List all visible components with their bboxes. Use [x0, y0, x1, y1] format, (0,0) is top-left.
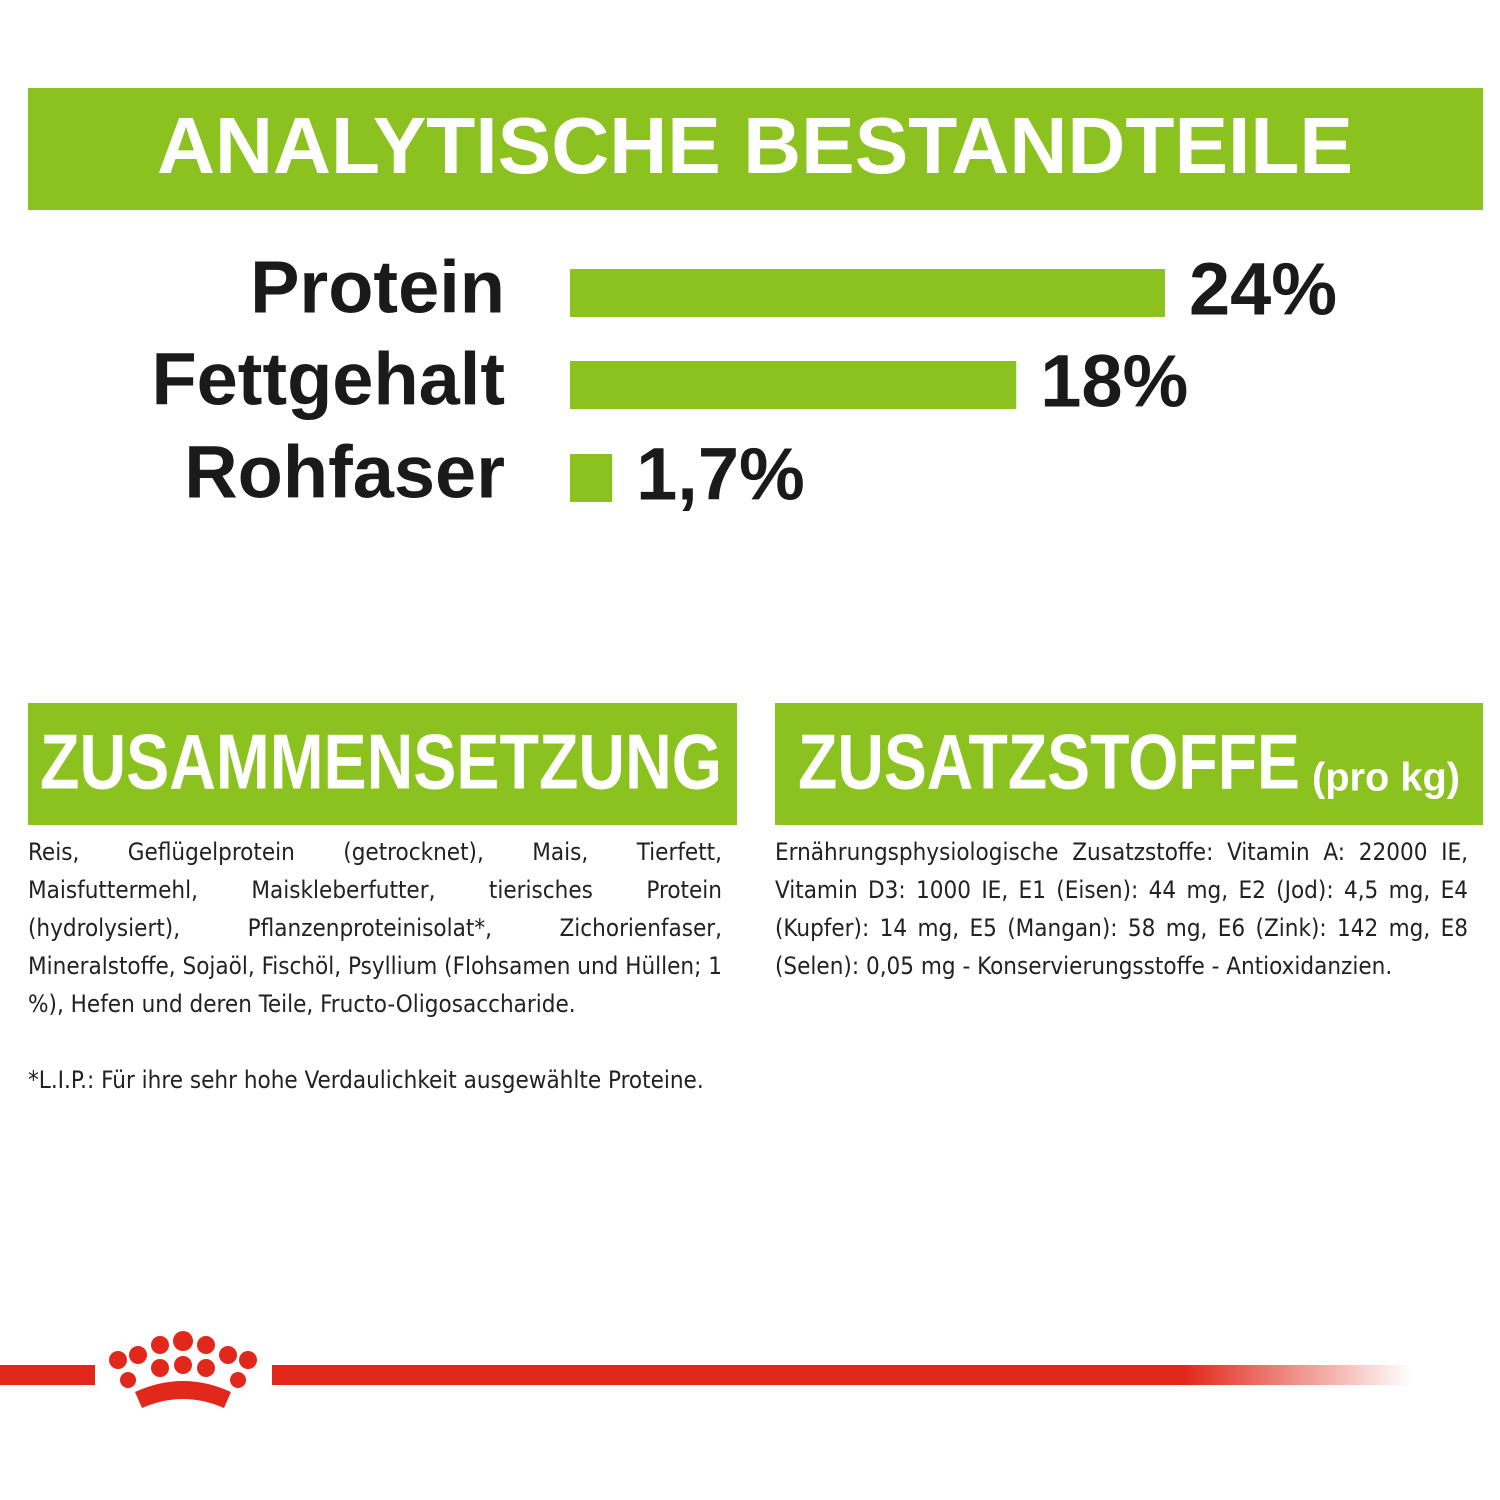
category-label: Protein — [250, 246, 505, 329]
composition-band — [28, 703, 737, 825]
crown — [109, 1331, 257, 1408]
bar — [570, 269, 1165, 317]
logo-line — [0, 1365, 95, 1385]
composition-note: *L.I.P.: Für ihre sehr hohe Verdaulichke… — [28, 1066, 704, 1094]
composition-text: Reis, Geflügelprotein (getrocknet), Mais… — [28, 838, 722, 1018]
category-label: Rohfaser — [184, 431, 505, 514]
bar — [570, 454, 613, 502]
additives-title: ZUSATZSTOFFE — [798, 718, 1300, 806]
additives-band — [775, 703, 1483, 825]
chart-title: ANALYTISCHE BESTANDTEILE — [157, 101, 1353, 190]
additives-text: Ernährungsphysiologische Zusatzstoffe: V… — [775, 838, 1468, 980]
logo — [0, 1331, 1412, 1408]
composition-title: ZUSAMMENSETZUNG — [40, 718, 722, 806]
additives-unit: (pro kg) — [1312, 756, 1460, 800]
logo-line — [272, 1365, 1412, 1385]
header-band — [28, 88, 1483, 210]
value-label: 1,7% — [636, 433, 805, 516]
value-label: 18% — [1040, 340, 1188, 423]
bar — [570, 361, 1017, 409]
value-label: 24% — [1189, 248, 1337, 331]
category-label: Fettgehalt — [151, 338, 505, 421]
